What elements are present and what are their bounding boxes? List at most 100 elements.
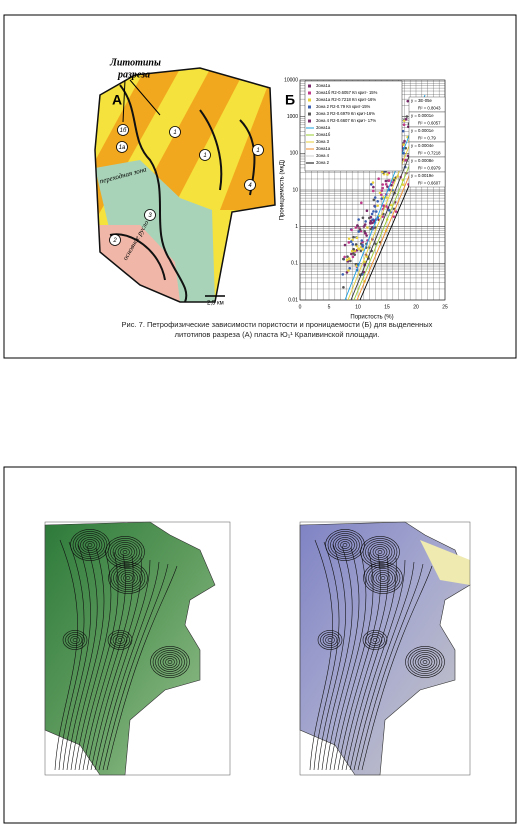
contour [86, 555, 134, 771]
equation: R² = 0.7218 [418, 151, 441, 156]
contour [157, 652, 183, 672]
scatter-dot [382, 204, 385, 207]
legend-entry: Зона 2 R2-0.79 Кп крит-15% [316, 104, 371, 109]
contour [107, 630, 133, 650]
contour [362, 630, 388, 650]
caption: Рис. 7. Петрофизические зависимости пори… [121, 320, 433, 339]
contour [70, 529, 110, 561]
scatter-dot [406, 99, 410, 103]
contour [380, 576, 386, 580]
contour [309, 539, 333, 771]
contour [365, 540, 395, 564]
scatter-dot [360, 201, 363, 205]
scatter-dot [350, 252, 353, 256]
well [117, 124, 129, 136]
contour [365, 564, 401, 592]
contour [367, 542, 393, 562]
map-outline [94, 67, 276, 303]
legend-entry: Зона1б R2-0.6057 Кп крит- 15% [316, 90, 378, 95]
scatter-dot [342, 285, 345, 289]
scatter-dot [387, 179, 391, 182]
scatter-dot [380, 197, 384, 200]
equation: y = 0.0019e [411, 173, 434, 178]
legend-entry: Зона1а [316, 146, 331, 151]
contour [102, 563, 169, 771]
scatter-dot [354, 243, 358, 246]
scatter-dot [404, 158, 407, 162]
scatter-dot [358, 228, 362, 231]
contour [378, 574, 388, 582]
contour [152, 648, 188, 676]
contour-map-left [44, 521, 231, 776]
contour [410, 650, 440, 674]
contour [337, 553, 381, 771]
scatter-dot [390, 183, 393, 187]
contour [155, 650, 185, 674]
scatter-dot [351, 255, 355, 259]
well [199, 149, 211, 161]
scatter-dot [384, 179, 388, 183]
scatter-dot [360, 239, 364, 242]
contour [375, 572, 391, 584]
contour [115, 544, 135, 560]
contour [377, 550, 383, 554]
legend-entry: Зона1б [316, 132, 331, 137]
scatter-dot [351, 243, 355, 246]
contour [70, 636, 80, 644]
scatter-dot [381, 215, 384, 218]
contour [353, 561, 415, 771]
legend-entry: Зона 3 [316, 139, 330, 144]
panel-label: Б [285, 92, 295, 108]
equation: R² = 0.6979 [418, 166, 441, 171]
scatter-dot [375, 210, 378, 213]
contour [375, 548, 385, 556]
scatter-dot [347, 241, 351, 244]
contour [125, 576, 131, 580]
contour [113, 566, 143, 590]
contour [94, 559, 151, 771]
scatter-dot [371, 181, 375, 184]
scatter-dot [347, 269, 350, 272]
scatter-dot [345, 271, 349, 274]
well-label: 1 [203, 153, 206, 159]
map-title: Литотипы [109, 57, 161, 68]
scatter-dot [372, 210, 375, 213]
scale-label: 2,5 км [207, 301, 224, 307]
legend-symbol [308, 91, 311, 95]
scatter-dot [346, 255, 349, 258]
contour [325, 636, 335, 644]
equation-box [408, 171, 446, 188]
contour [362, 538, 398, 566]
well-label: 1а [119, 145, 126, 151]
scatter-dot [373, 196, 377, 199]
scatter-dot [385, 196, 388, 199]
legend-entry: Зона 4 R2-0.6607 Кп крит- 17% [316, 118, 376, 123]
scatter-dot [341, 273, 345, 276]
contour [87, 543, 93, 547]
scatter-dot [394, 210, 398, 213]
scatter-dot [376, 204, 379, 207]
contour [90, 557, 142, 771]
well-label: 4 [248, 183, 252, 189]
scatter-dot [350, 228, 353, 232]
x-axis-label: Пористость (%) [350, 315, 393, 321]
scatter-dot [349, 259, 352, 263]
contour [333, 551, 374, 771]
frame-top [3, 14, 517, 359]
x-tick-label: 10 [355, 304, 361, 310]
y-tick-label: 100 [290, 151, 299, 157]
contour [372, 546, 388, 558]
contour [118, 570, 138, 586]
scatter-dot [391, 181, 394, 184]
scatter-dot [342, 257, 345, 261]
well [252, 144, 264, 156]
equation: y = 0.0008e [411, 158, 434, 163]
contour [337, 539, 353, 551]
contour [363, 562, 403, 594]
map-title: разреза [117, 69, 150, 80]
contour [357, 563, 424, 771]
well [109, 234, 121, 246]
scatter-dot [401, 183, 405, 186]
contour [372, 638, 378, 642]
